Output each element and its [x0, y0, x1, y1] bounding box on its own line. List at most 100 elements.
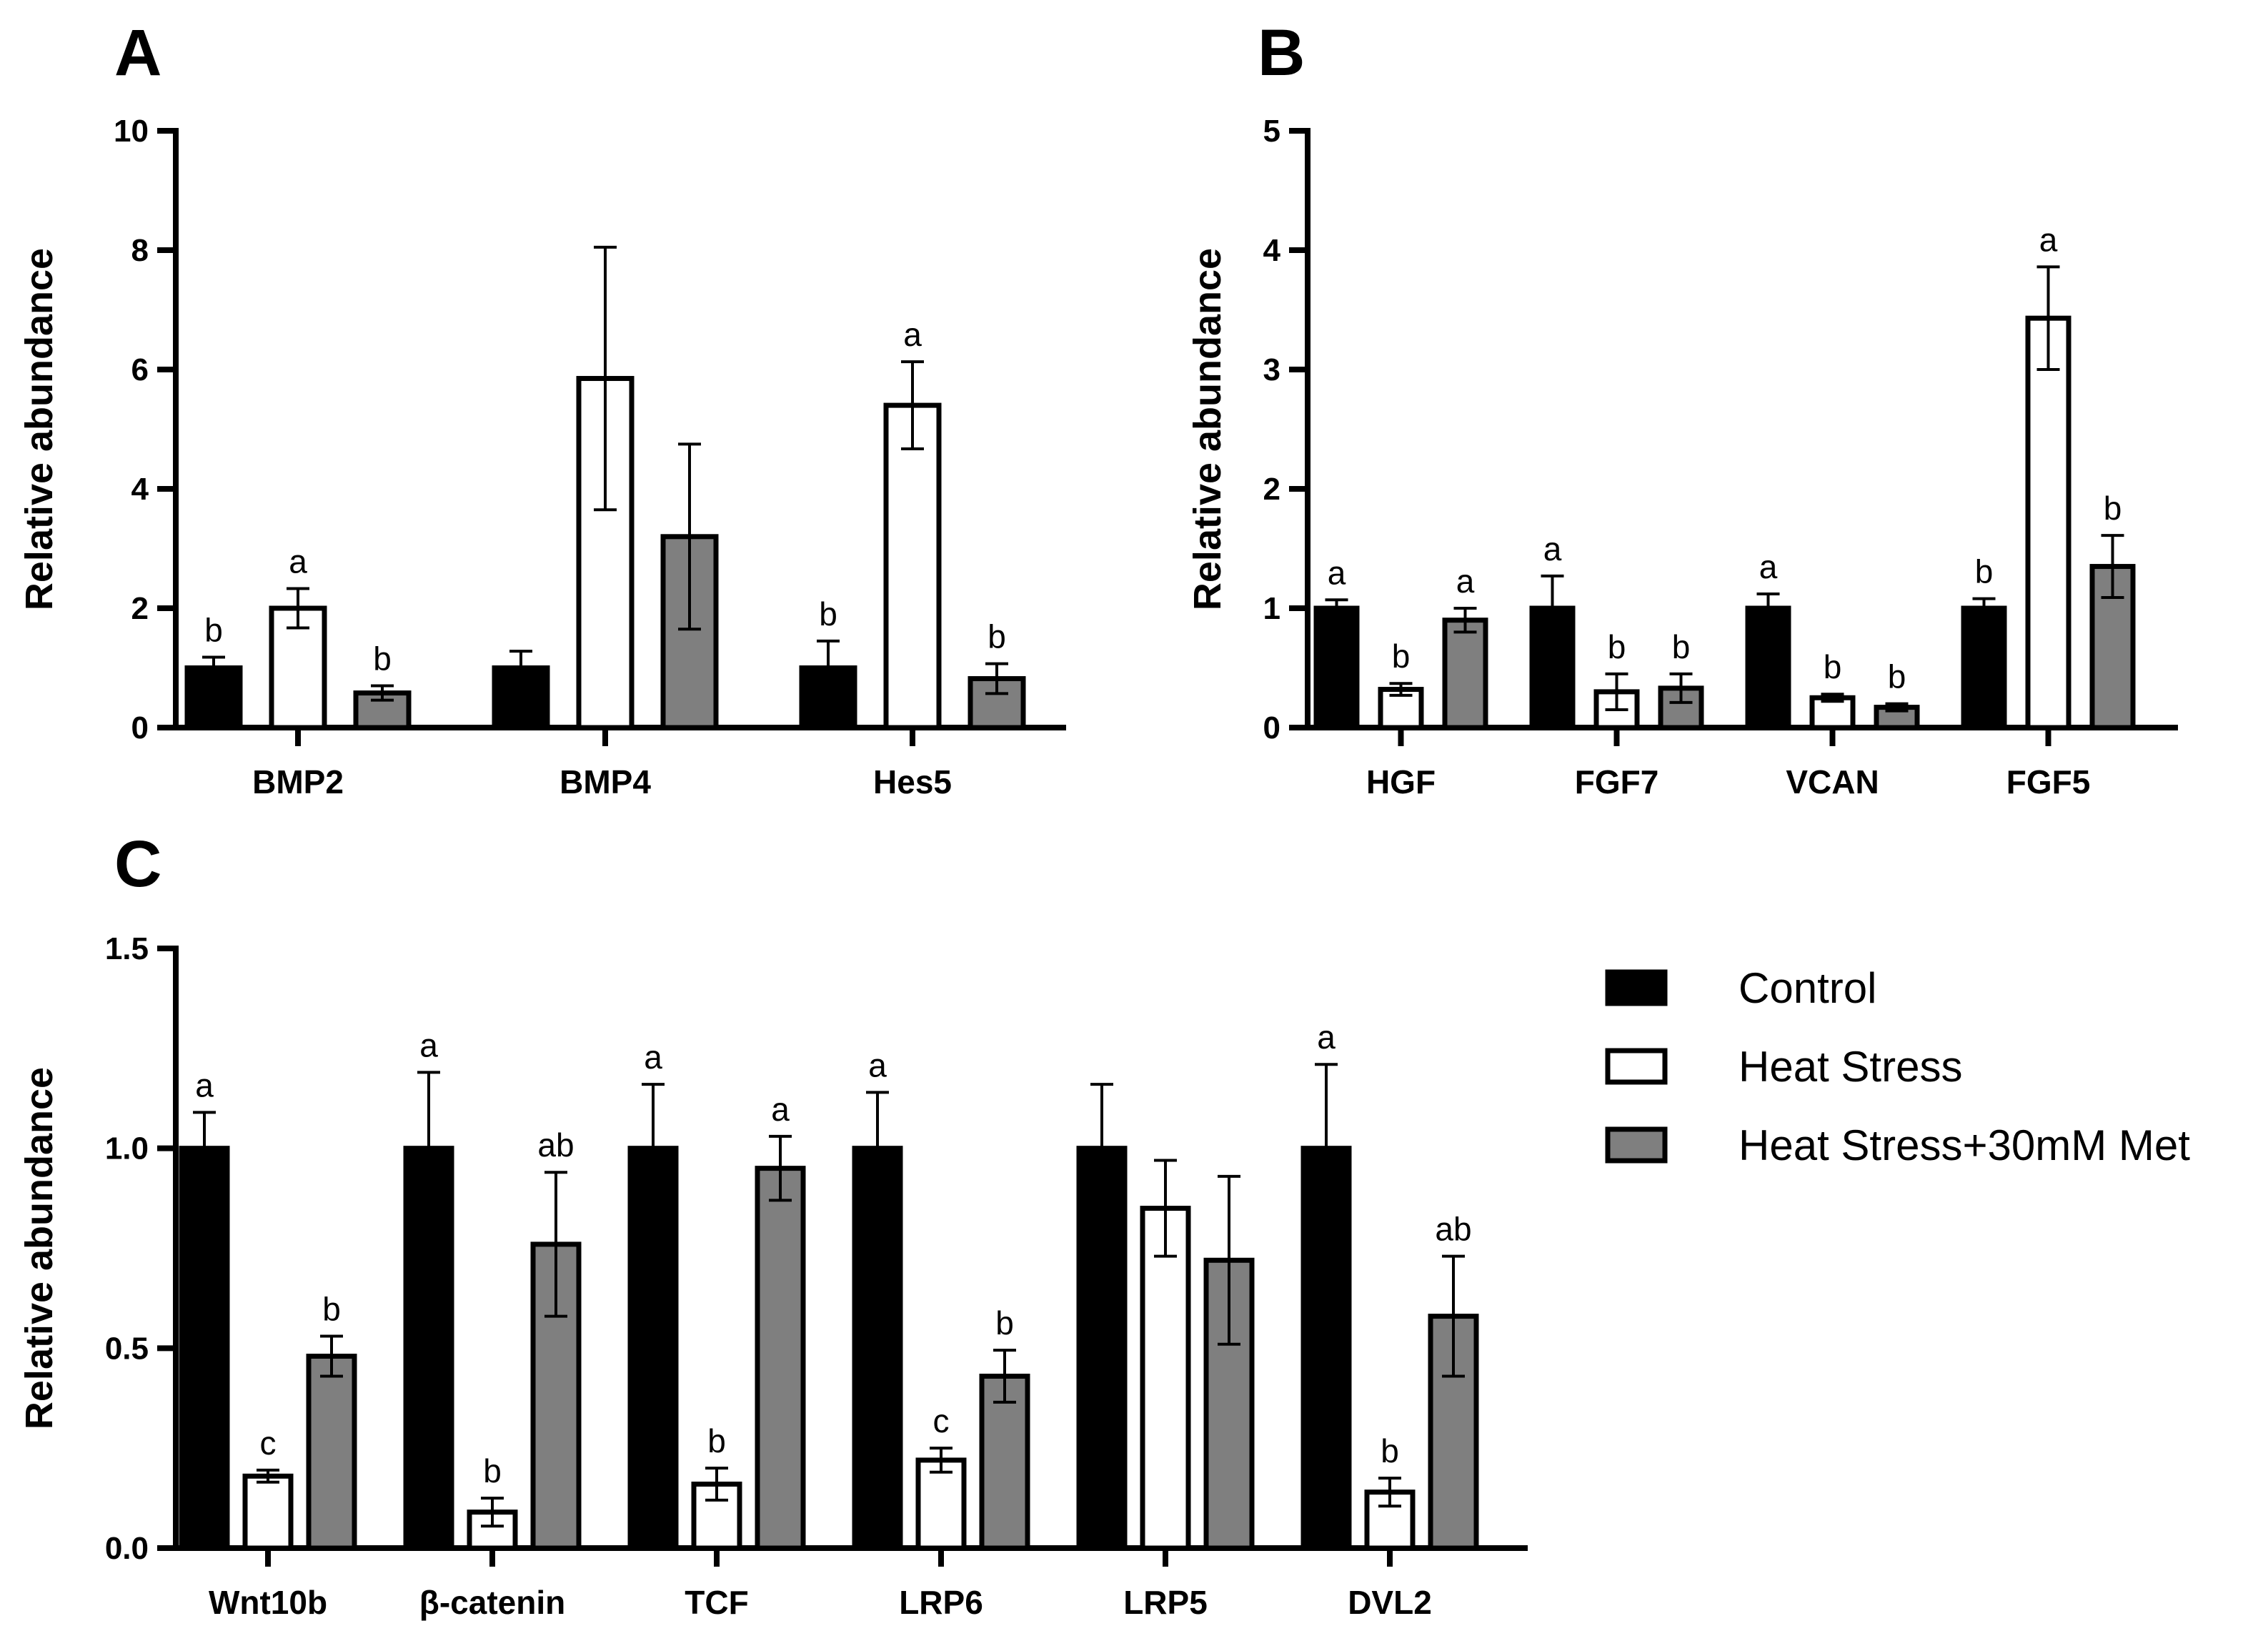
bar-fgf7-control: [1529, 605, 1576, 730]
x-tick-label-bmp4: BMP4: [559, 763, 651, 800]
legend-swatch-heat-stress-30mm-met: [1605, 1126, 1668, 1164]
y-tick-label: 6: [131, 352, 149, 387]
bar-dvl2-control: [1300, 1146, 1352, 1551]
bar-bmp4-control: [492, 665, 550, 730]
panel-a: A Relative abundance 0 2 4 6 8 10 BMP2 b a b BMP4 Hes…: [18, 16, 1066, 800]
significance-label: b: [1888, 658, 1906, 695]
bar-wnt10b-heat-stress: [242, 1473, 294, 1551]
y-tick-label: 8: [131, 233, 149, 268]
significance-label: b: [1824, 648, 1842, 685]
x-tick-label-tcf: TCF: [685, 1584, 748, 1621]
legend-label-heat-stress-30mm-met: Heat Stress+30mM Met: [1739, 1121, 2190, 1169]
significance-label: b: [988, 618, 1006, 655]
legend-label-heat-stress: Heat Stress: [1739, 1043, 1962, 1091]
significance-label: a: [1317, 1018, 1336, 1056]
bar-tcf-heat-stress-30mm-met: [755, 1166, 806, 1551]
bar-tcf-heat-stress: [691, 1482, 742, 1551]
significance-label: a: [903, 316, 922, 353]
significance-label: a: [2039, 221, 2058, 258]
y-axis-title: Relative abundance: [1186, 248, 1229, 610]
bar-lrp6-heat-stress-30mm-met: [979, 1373, 1030, 1551]
significance-label: a: [1456, 562, 1475, 600]
panel-letter: C: [114, 828, 161, 901]
significance-label: ab: [1435, 1211, 1471, 1248]
bar-wnt10b-heat-stress-30mm-met: [306, 1354, 357, 1551]
significance-label: a: [1328, 554, 1346, 591]
bar-catenin-control: [403, 1146, 454, 1551]
y-tick-label: 1: [1263, 591, 1280, 626]
y-tick-label: 2: [1263, 472, 1280, 507]
bar-lrp5-heat-stress: [1140, 1206, 1191, 1551]
x-tick-label-wnt10b: Wnt10b: [209, 1584, 327, 1621]
x-tick-label-lrp5: LRP5: [1123, 1584, 1208, 1621]
bar-bmp2-control: [184, 665, 243, 730]
bar-vcan-heat-stress: [1809, 695, 1856, 730]
bar-tcf-control: [627, 1146, 679, 1551]
y-tick-label: 1.0: [105, 1131, 149, 1166]
y-axis-title: Relative abundance: [18, 248, 61, 610]
legend-swatch-control: [1605, 969, 1668, 1006]
significance-label: c: [260, 1424, 277, 1462]
significance-label: b: [483, 1452, 502, 1489]
bar-lrp6-heat-stress: [915, 1457, 967, 1551]
y-tick-label: 0: [131, 710, 149, 745]
y-tick-label: 4: [1263, 233, 1281, 268]
bar-lrp5-control: [1076, 1146, 1128, 1551]
bar-hgf-control: [1313, 605, 1360, 730]
significance-label: a: [195, 1066, 214, 1104]
significance-label: b: [1608, 628, 1626, 665]
y-tick-label: 0.0: [105, 1531, 149, 1566]
bar-fgf5-heat-stress: [2025, 315, 2071, 730]
significance-label: ab: [537, 1126, 574, 1164]
significance-label: b: [373, 640, 392, 678]
significance-label: b: [995, 1304, 1014, 1342]
significance-label: b: [1392, 638, 1411, 675]
y-tick-label: 0.5: [105, 1331, 149, 1366]
significance-label: b: [1381, 1432, 1399, 1469]
x-tick-label-fgf5: FGF5: [2006, 763, 2091, 800]
bar-hgf-heat-stress-30mm-met: [1442, 618, 1488, 730]
significance-label: b: [707, 1422, 726, 1459]
x-tick-label-lrp6: LRP6: [899, 1584, 983, 1621]
bar-fgf5-control: [1961, 605, 2007, 730]
y-tick-label: 3: [1263, 352, 1280, 387]
x-tick-label-hes5: Hes5: [873, 763, 952, 800]
bar-lrp6-control: [852, 1146, 903, 1551]
legend-label-control: Control: [1739, 964, 1876, 1012]
significance-label: a: [289, 542, 307, 580]
y-tick-label: 5: [1263, 114, 1280, 149]
panel-c: C Relative abundance 0.0 0.5 1.0 1.5 Wnt10b a c b…: [18, 828, 1528, 1621]
y-axis-title: Relative abundance: [18, 1067, 61, 1429]
significance-label: a: [1543, 530, 1562, 567]
panel-letter: A: [114, 16, 161, 89]
y-tick-label: 2: [131, 591, 149, 626]
significance-label: a: [419, 1026, 438, 1064]
bar-wnt10b-control: [179, 1146, 230, 1551]
significance-label: a: [644, 1038, 662, 1076]
panel-letter: B: [1258, 16, 1305, 89]
x-tick-label-fgf7: FGF7: [1575, 763, 1659, 800]
significance-label: b: [2104, 490, 2122, 527]
bar-hes5-heat-stress: [883, 402, 942, 730]
significance-label: a: [771, 1091, 790, 1128]
significance-label: b: [1672, 628, 1691, 665]
significance-label: b: [1975, 553, 1994, 590]
x-tick-label-vcan: VCAN: [1786, 763, 1879, 800]
x-tick-label-hgf: HGF: [1366, 763, 1436, 800]
significance-label: c: [933, 1402, 950, 1439]
y-tick-label: 1.5: [105, 931, 149, 966]
significance-label: b: [204, 611, 223, 648]
significance-label: a: [868, 1046, 887, 1084]
bar-hes5-control: [799, 665, 857, 730]
legend: Control Heat Stress Heat Stress+30mM Met: [1605, 964, 2190, 1169]
x-tick-label-dvl2: DVL2: [1348, 1584, 1432, 1621]
x-tick-label-bmp2: BMP2: [252, 763, 344, 800]
y-tick-label: 0: [1263, 710, 1280, 745]
significance-label: b: [322, 1291, 341, 1328]
significance-label: b: [819, 595, 837, 633]
x-tick-label-catenin: β-catenin: [419, 1584, 565, 1621]
y-tick-label: 4: [131, 472, 149, 507]
legend-swatch-heat-stress: [1605, 1048, 1668, 1085]
significance-label: a: [1759, 548, 1778, 585]
